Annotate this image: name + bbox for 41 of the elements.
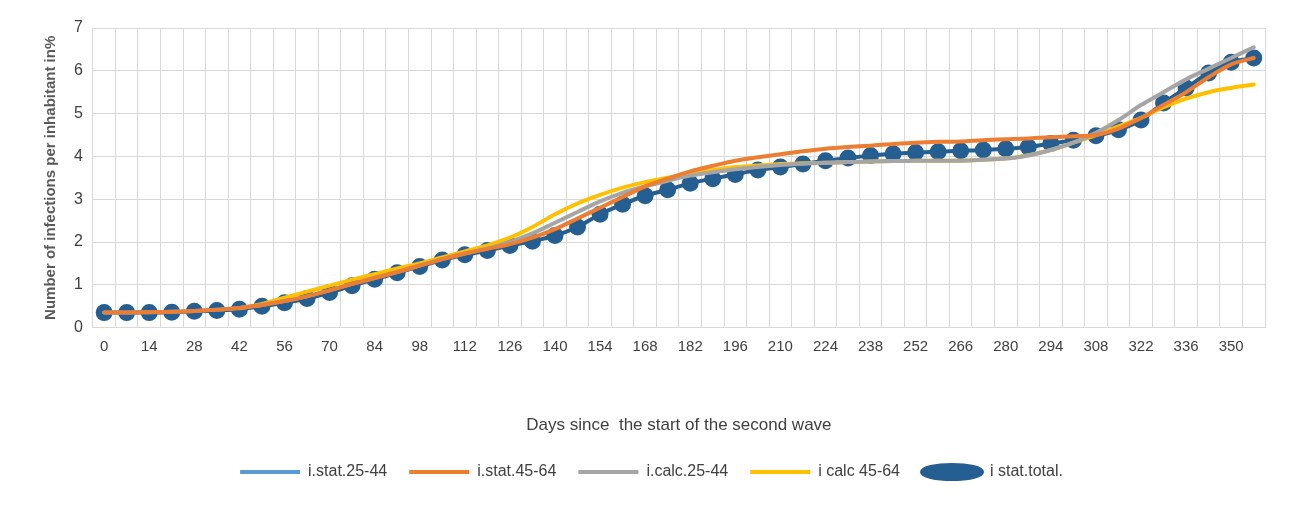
x-tick-label: 182 xyxy=(677,336,703,354)
x-tick-label: 238 xyxy=(858,336,884,354)
x-tick-label: 42 xyxy=(231,336,248,354)
x-tick-label: 350 xyxy=(1218,336,1244,354)
x-tick-label: 28 xyxy=(185,336,203,354)
x-tick-label: 322 xyxy=(1128,336,1154,354)
y-axis-title: Number of infections per inhabitant in% xyxy=(41,35,59,320)
x-tick-label: 154 xyxy=(587,336,613,354)
x-tick-label: 112 xyxy=(452,336,477,354)
x-tick-label: 70 xyxy=(321,336,338,354)
x-tick-label: 0 xyxy=(100,336,109,354)
y-tick-label: 0 xyxy=(73,318,83,336)
y-tick-label: 4 xyxy=(73,146,83,164)
x-tick-label: 280 xyxy=(993,336,1019,354)
y-tick-label: 7 xyxy=(73,18,83,36)
legend-label: i.calc.25-44 xyxy=(646,462,729,480)
x-tick-label: 336 xyxy=(1173,336,1199,354)
x-tick-label: 266 xyxy=(948,336,974,354)
legend-label: i.stat.25-44 xyxy=(308,462,388,480)
x-tick-label: 126 xyxy=(497,336,523,354)
x-tick-label: 84 xyxy=(366,336,383,354)
legend-label: i stat.total. xyxy=(990,462,1063,480)
legend-label: i.stat.45-64 xyxy=(477,462,557,480)
x-tick-label: 224 xyxy=(812,336,838,354)
x-tick-label: 252 xyxy=(903,336,929,354)
x-tick-label: 196 xyxy=(722,336,748,354)
x-tick-label: 14 xyxy=(140,336,158,354)
x-tick-label: 308 xyxy=(1083,336,1109,354)
x-tick-label: 294 xyxy=(1038,336,1064,354)
y-tick-label: 1 xyxy=(73,275,83,293)
y-tick-label: 2 xyxy=(73,232,83,250)
x-axis-title: Days since the start of the second wave xyxy=(526,415,832,435)
x-tick-label: 140 xyxy=(542,336,568,354)
y-tick-label: 3 xyxy=(73,189,83,207)
x-tick-label: 56 xyxy=(276,336,293,354)
y-tick-label: 5 xyxy=(73,104,83,122)
x-tick-label: 210 xyxy=(767,336,793,354)
x-tick-label: 168 xyxy=(632,336,658,354)
legend-label: i calc 45-64 xyxy=(818,462,901,480)
y-tick-label: 6 xyxy=(73,61,83,79)
x-tick-label: 98 xyxy=(411,336,429,354)
